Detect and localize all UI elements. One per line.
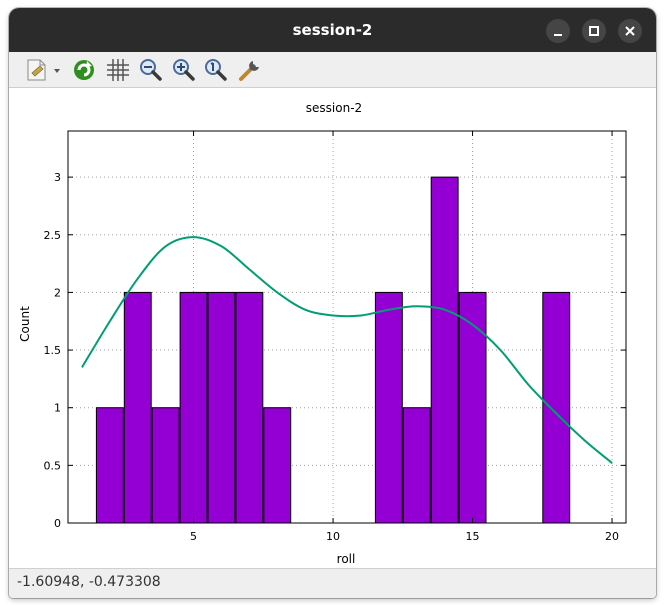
x-tick-label: 5	[190, 530, 197, 543]
export-button[interactable]	[23, 57, 63, 83]
toolbar	[9, 52, 656, 88]
histogram-bar	[207, 291, 236, 524]
app-window: session-2	[9, 8, 656, 598]
zoom-reset-button[interactable]	[202, 57, 228, 83]
histogram-chart: session-2 roll Count 5 10 15 20 0 0.5 1 1.5 2 2.5…	[18, 101, 627, 566]
zoom-out-button[interactable]	[137, 57, 163, 83]
zoom-in-icon	[173, 59, 195, 81]
grid-button[interactable]	[105, 57, 131, 83]
y-tick-label: 1.5	[44, 344, 62, 357]
histogram-bar	[402, 407, 431, 524]
x-tick-label: 15	[466, 530, 480, 543]
axes: 5 10 15 20 0 0.5 1 1.5 2 2.5 3	[44, 130, 627, 543]
maximize-button[interactable]	[582, 19, 606, 43]
replot-icon	[74, 60, 94, 80]
settings-icon	[239, 61, 259, 81]
histogram-bar	[235, 291, 264, 524]
x-tick-label: 10	[326, 530, 340, 543]
close-icon	[625, 26, 635, 36]
cursor-coordinates: -1.60948, -0.473308	[17, 574, 161, 590]
minimize-button[interactable]	[546, 19, 570, 43]
zoom-reset-icon	[205, 59, 227, 81]
chart-title: session-2	[306, 101, 362, 115]
histogram-bar	[263, 407, 292, 524]
export-icon	[27, 59, 60, 81]
settings-button[interactable]	[236, 57, 262, 83]
title-bar[interactable]: session-2	[9, 8, 656, 52]
histogram-bar	[458, 291, 487, 524]
plot-area[interactable]: session-2 roll Count 5 10 15 20 0 0.5 1 1.5 2 2.5…	[9, 88, 656, 569]
histogram-bar	[179, 291, 208, 524]
y-tick-label: 3	[54, 171, 61, 184]
maximize-icon	[589, 26, 599, 36]
histogram-bar	[374, 291, 403, 524]
histogram-bar	[430, 176, 459, 524]
replot-button[interactable]	[71, 57, 97, 83]
x-tick-label: 20	[605, 530, 619, 543]
x-axis-label: roll	[337, 552, 356, 566]
y-tick-label: 0	[54, 517, 61, 530]
status-bar: -1.60948, -0.473308	[9, 569, 656, 598]
histogram-bar	[95, 407, 124, 524]
window-title: session-2	[292, 21, 373, 39]
y-tick-label: 1	[54, 402, 61, 415]
histogram-bar	[151, 407, 180, 524]
y-tick-label: 2.5	[44, 229, 62, 242]
plot-frame	[67, 130, 627, 524]
histogram-bars	[95, 176, 571, 524]
zoom-out-icon	[140, 59, 162, 81]
density-curve-group	[81, 236, 613, 464]
density-curve	[81, 236, 613, 464]
grid-icon	[107, 59, 129, 81]
zoom-in-button[interactable]	[170, 57, 196, 83]
histogram-bar	[542, 291, 571, 524]
histogram-bar	[123, 291, 152, 524]
minimize-icon	[554, 34, 562, 36]
y-tick-label: 2	[54, 286, 61, 299]
close-button[interactable]	[618, 19, 642, 43]
y-axis-label: Count	[18, 306, 32, 342]
y-tick-label: 0.5	[44, 459, 62, 472]
